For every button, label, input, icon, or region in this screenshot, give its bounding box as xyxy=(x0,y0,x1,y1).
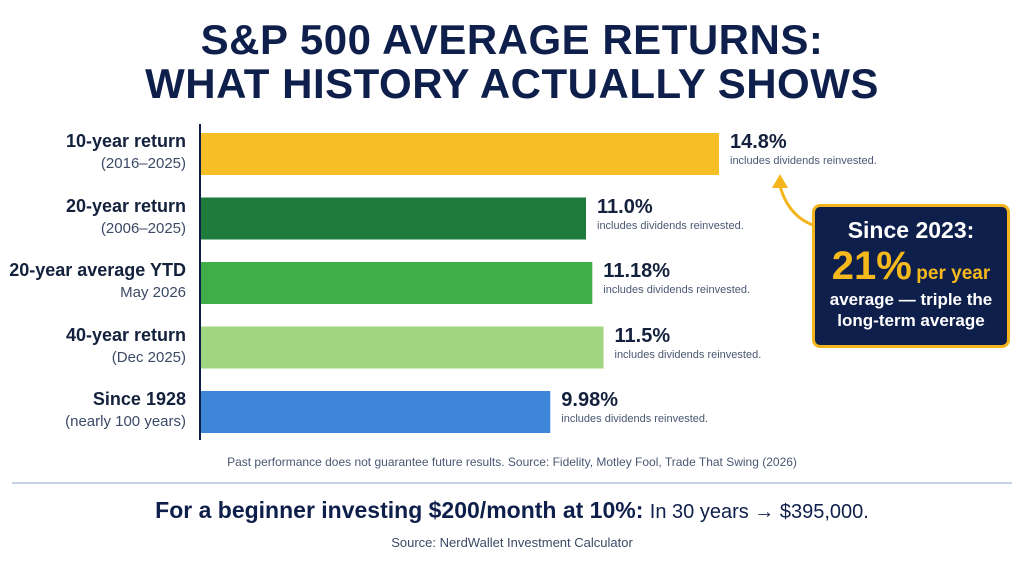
category-sublabel-1: (2016–2025) xyxy=(100,155,186,172)
category-label-3: 20-year average YTD xyxy=(9,260,186,280)
category-sublabel-4: (Dec 2025) xyxy=(111,348,186,366)
category-label-2: 20-year return xyxy=(65,195,186,216)
value-note-4: includes dividends reinvested. xyxy=(614,348,762,361)
category-sublabel-3: May 2026 xyxy=(120,284,186,301)
bottom-summary-rest: In 30 years → $395,000. xyxy=(649,501,869,523)
callout-big-value: 21% xyxy=(831,244,912,288)
category-label-1: 10-year return xyxy=(65,131,186,151)
callout-text-1: average — triple the xyxy=(829,290,993,309)
value-note-5: includes dividends reinvested. xyxy=(561,413,709,425)
page-title: S&P 500 AVERAGE RETURNS: WHAT HISTORY AC… xyxy=(0,18,1024,106)
value-label-2: 11.0% xyxy=(597,195,653,218)
callout-unit: per year xyxy=(916,263,991,284)
value-note-2: includes dividends reinvested. xyxy=(597,219,744,232)
value-label-5: 9.98% xyxy=(561,389,619,411)
footnote: Past performance does not guarantee futu… xyxy=(227,455,797,469)
bottom-summary: For a beginner investing $200/month at 1… xyxy=(0,497,1024,524)
bar-4 xyxy=(201,326,604,369)
callout-text-2: long-term average xyxy=(837,311,985,330)
callout-arrow-head xyxy=(772,174,788,188)
category-label-4: 40-year return xyxy=(65,324,186,345)
bottom-source: Source: NerdWallet Investment Calculator xyxy=(391,535,633,550)
divider xyxy=(12,482,1012,484)
bar-chart xyxy=(199,124,825,440)
category-sublabel-5: (nearly 100 years) xyxy=(65,413,186,430)
bar-5 xyxy=(201,391,551,433)
value-label-1: 14.8% xyxy=(730,131,787,153)
bar-1 xyxy=(201,133,719,175)
title-line-2: WHAT HISTORY ACTUALLY SHOWS xyxy=(145,60,879,107)
category-label-5: Since 1928 xyxy=(92,389,186,409)
value-note-1: includes dividends reinvested. xyxy=(730,155,877,167)
value-label-4: 11.5% xyxy=(614,324,671,347)
bottom-summary-bold: For a beginner investing $200/month at 1… xyxy=(155,497,644,523)
value-label-3: 11.18% xyxy=(603,260,671,282)
bar-3 xyxy=(201,262,593,304)
title-line-1: S&P 500 AVERAGE RETURNS: xyxy=(200,16,824,63)
category-sublabel-2: (2006–2025) xyxy=(100,219,186,237)
callout-box: Since 2023: 21% per year average — tripl… xyxy=(812,204,1010,348)
callout-heading: Since 2023: xyxy=(847,217,975,243)
value-note-3: includes dividends reinvested. xyxy=(603,284,751,296)
bar-2 xyxy=(201,197,586,240)
